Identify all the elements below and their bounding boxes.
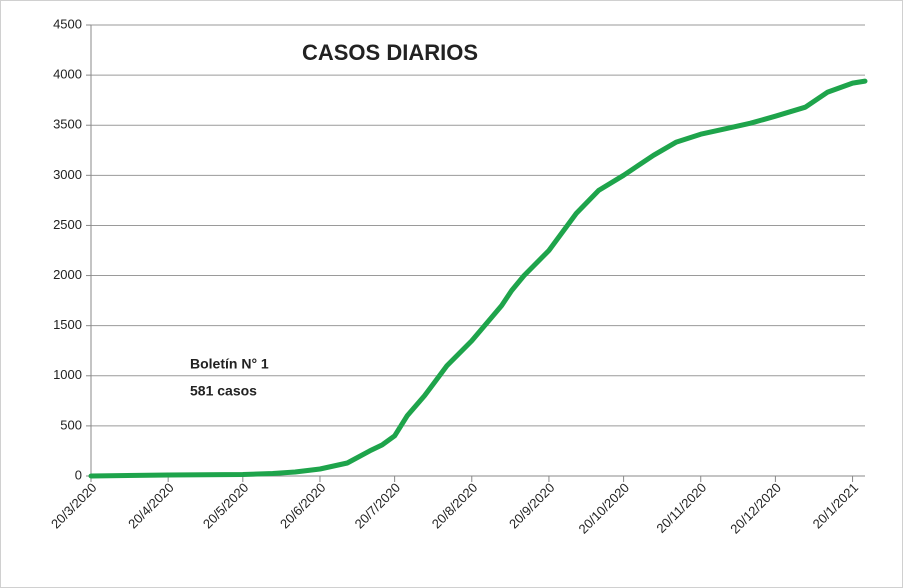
y-tick-label: 4000 [53,67,82,82]
y-tick-label: 500 [60,417,82,432]
y-tick-label: 3000 [53,167,82,182]
y-tick-label: 4500 [53,16,82,31]
annotation: 581 casos [190,383,257,399]
y-tick-label: 1000 [53,367,82,382]
y-tick-label: 2500 [53,217,82,232]
y-tick-label: 1500 [53,317,82,332]
chart-title: CASOS DIARIOS [302,40,478,65]
data-line [88,78,868,479]
annotation: Boletín N° 1 [190,356,269,372]
y-tick-label: 3500 [53,117,82,132]
y-tick-label: 0 [75,467,82,482]
y-tick-label: 2000 [53,267,82,282]
